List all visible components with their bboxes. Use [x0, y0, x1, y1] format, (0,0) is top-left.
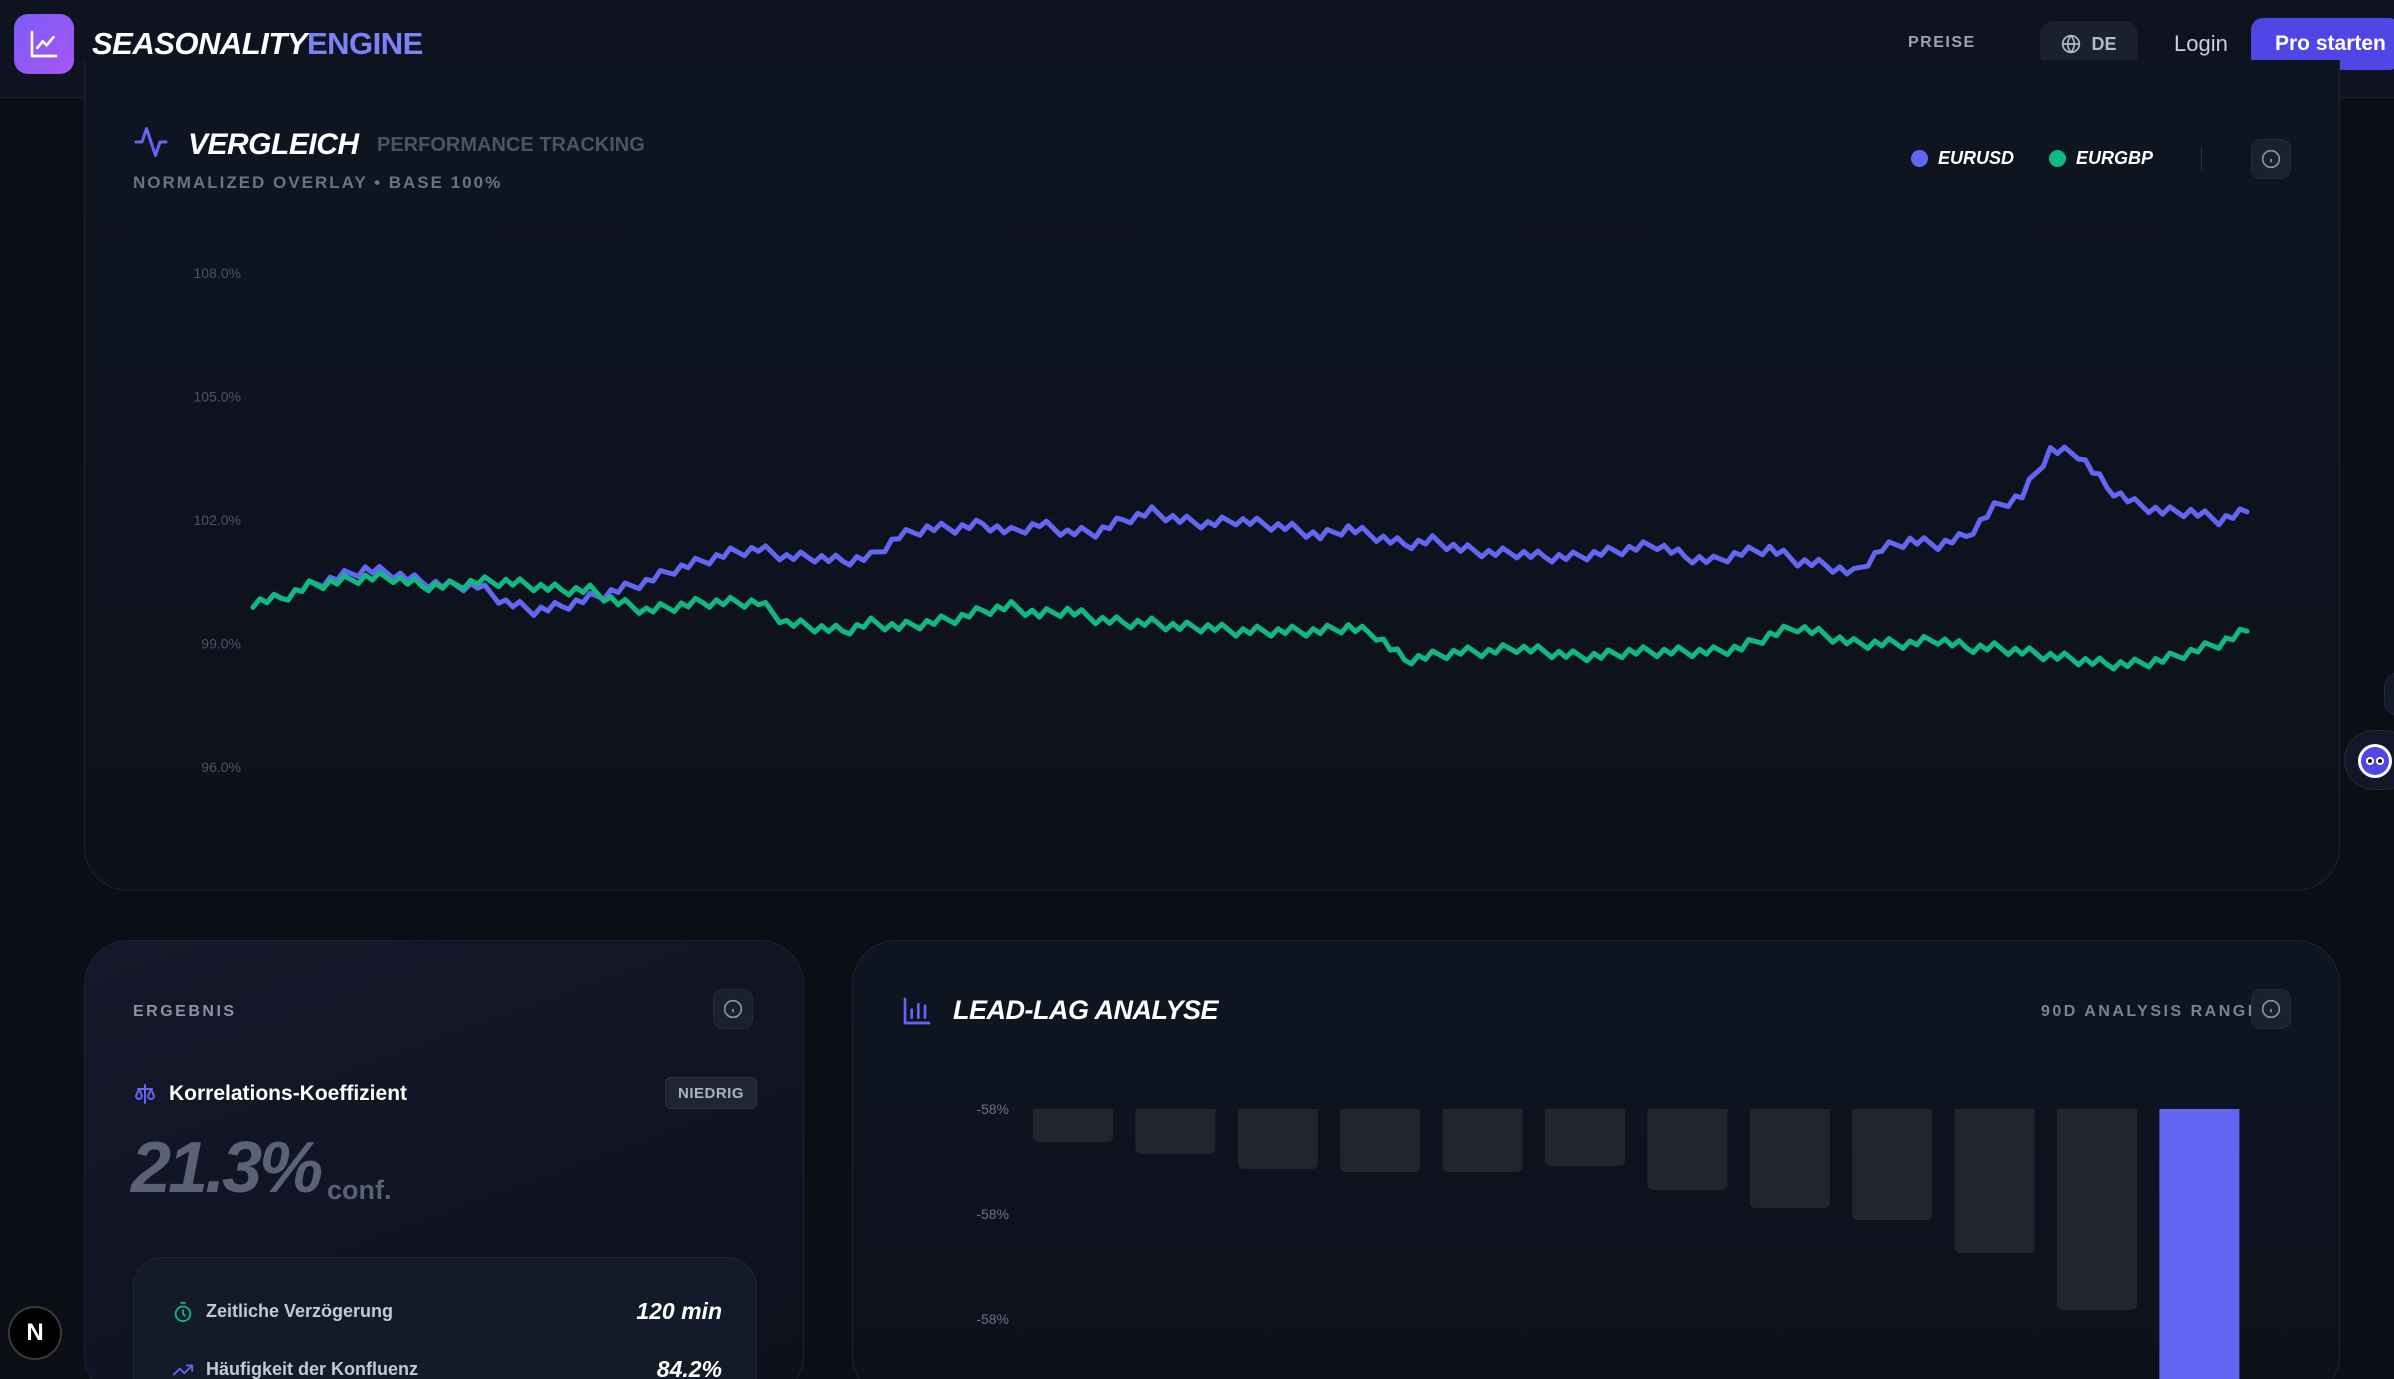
- compare-subtitle: PERFORMANCE TRACKING: [377, 134, 645, 156]
- y-tick-label: 105.0%: [194, 389, 241, 405]
- x-tick-label: 19. Nov.: [480, 777, 531, 780]
- legend-dot-eurgbp: [2049, 150, 2066, 167]
- lag-bar: [2159, 1109, 2240, 1379]
- bar-chart-icon: [903, 997, 931, 1025]
- info-icon: [2261, 999, 2281, 1019]
- x-tick-label: 5. Jan.: [1496, 777, 1538, 780]
- correlation-row: Korrelations-Koeffizient: [133, 1082, 407, 1106]
- lag-bar: [1954, 1109, 2035, 1253]
- assistant-widget[interactable]: [2344, 730, 2394, 790]
- result-label: ERGEBNIS: [133, 1003, 237, 1020]
- compare-card: VERGLEICH PERFORMANCE TRACKING NORMALIZE…: [84, 60, 2340, 891]
- y-tick-label: 102.0%: [194, 512, 241, 528]
- language-label: DE: [2091, 33, 2117, 54]
- y-tick-label: 96.0%: [201, 759, 241, 775]
- brand-part-2: ENGINE: [306, 26, 423, 61]
- correlation-unit: conf.: [327, 1175, 392, 1205]
- legend-eurgbp[interactable]: EURGBP: [2049, 148, 2153, 169]
- info-icon: [2261, 149, 2281, 169]
- lag-bar: [1237, 1109, 1318, 1169]
- lag-bar: [1033, 1109, 1113, 1142]
- x-tick-label: 10. Nov.: [227, 777, 278, 780]
- info-icon: [723, 999, 743, 1019]
- lag-bar: [2057, 1109, 2137, 1310]
- x-tick-label: 1. Dez.: [736, 777, 780, 780]
- stat-label-delay: Zeitliche Verzögerung: [206, 1301, 394, 1321]
- language-switcher[interactable]: DE: [2040, 21, 2138, 67]
- lag-bar: [1135, 1109, 1216, 1154]
- brand-part-1: SEASONALITY: [92, 26, 307, 61]
- legend-divider: [2201, 147, 2202, 171]
- activity-icon: [134, 127, 168, 157]
- correlation-title: Korrelations-Koeffizient: [169, 1082, 408, 1105]
- lead-lag-bar-chart: -58% -58% -58%: [976, 1101, 2240, 1379]
- lag-bar: [1340, 1109, 1421, 1172]
- legend-label-eurusd: EURUSD: [1938, 148, 2015, 168]
- series-line-eurusd: [250, 444, 2250, 618]
- x-tick-label: 15. Jan.: [1745, 777, 1795, 780]
- result-info-button[interactable]: [713, 989, 753, 1029]
- side-scroll-tab[interactable]: [2384, 672, 2394, 716]
- compare-title: VERGLEICH: [188, 128, 359, 161]
- legend-dot-eurusd: [1911, 150, 1928, 167]
- stat-value-delay: 120 min: [636, 1298, 722, 1324]
- lag-bar: [1852, 1109, 1933, 1220]
- analysis-range-label: 90D ANALYSIS RANGE: [2041, 1003, 2261, 1020]
- stat-row-frequency: Häufigkeit der Konfluenz 84.2%: [172, 1356, 722, 1379]
- compare-caption: NORMALIZED OVERLAY • BASE 100%: [133, 173, 503, 192]
- y-tick-label: -58%: [976, 1101, 1009, 1117]
- y-tick-label: 99.0%: [201, 636, 241, 652]
- lag-bar: [1749, 1109, 1830, 1208]
- status-badge: NIEDRIG: [665, 1077, 757, 1109]
- nav-link-preise[interactable]: PREISE: [1908, 34, 1976, 51]
- timer-icon: [174, 1301, 192, 1322]
- compare-info-button[interactable]: [2251, 139, 2291, 179]
- y-tick-label: -58%: [976, 1206, 1009, 1222]
- globe-icon: [2062, 34, 2081, 54]
- stat-label-frequency: Häufigkeit der Konfluenz: [206, 1359, 419, 1379]
- lag-bar: [1647, 1109, 1728, 1190]
- lead-lag-info-button[interactable]: [2251, 989, 2291, 1029]
- correlation-value: 21.3%: [131, 1128, 323, 1208]
- scale-icon: [135, 1084, 155, 1104]
- nextjs-badge[interactable]: N: [8, 1306, 62, 1360]
- lead-lag-title: LEAD-LAG ANALYSE: [953, 995, 1219, 1025]
- stat-value-frequency: 84.2%: [656, 1356, 722, 1379]
- logo-icon[interactable]: [14, 14, 74, 74]
- login-link[interactable]: Login: [2174, 31, 2228, 56]
- y-tick-label: 108.0%: [194, 265, 241, 281]
- lag-bar: [1442, 1109, 1523, 1172]
- series-line-eurgbp: [250, 570, 2250, 672]
- bot-icon: [2358, 744, 2392, 778]
- lag-bar: [1545, 1109, 1625, 1166]
- result-card: ERGEBNIS Korrelations-Koeffizient NIEDRI…: [84, 940, 804, 1379]
- stat-row-delay: Zeitliche Verzögerung 120 min: [172, 1298, 722, 1325]
- stats-box: Zeitliche Verzögerung 120 min Häufigkeit…: [133, 1257, 757, 1379]
- brand-name[interactable]: SEASONALITYENGINE: [92, 26, 423, 62]
- x-tick-label: 11. Dez.: [986, 777, 1037, 780]
- x-tick-label: 22. Dez.: [1238, 777, 1290, 780]
- lead-lag-card: LEAD-LAG ANALYSE 90D ANALYSIS RANGE -58%…: [852, 940, 2340, 1379]
- trending-up-icon: [172, 1364, 194, 1375]
- legend-label-eurgbp: EURGBP: [2076, 148, 2154, 168]
- x-tick-label: 27. Jan.: [1997, 777, 2047, 780]
- legend-eurusd[interactable]: EURUSD: [1911, 148, 2014, 169]
- comparison-line-chart: 108.0% 105.0% 102.0% 99.0% 96.0% 10. Nov. 19. …: [194, 265, 2285, 780]
- y-tick-label: -58%: [976, 1311, 1009, 1327]
